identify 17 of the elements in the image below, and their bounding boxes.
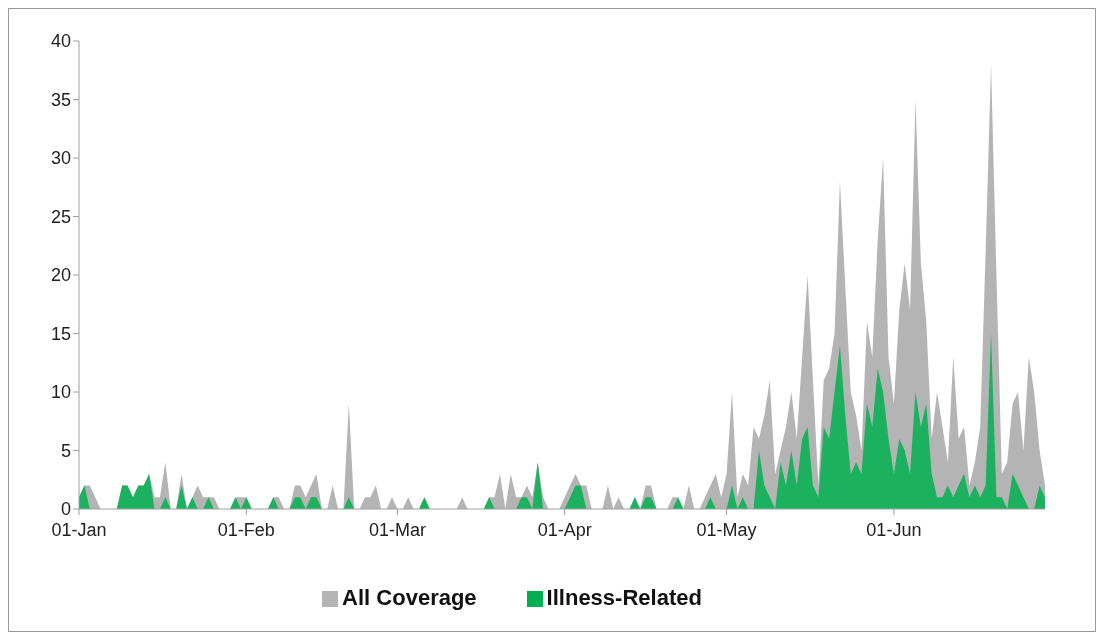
- y-tick-label: 15: [50, 323, 71, 344]
- x-tick-label: 01-Jan: [51, 519, 107, 540]
- y-tick-label: 10: [50, 382, 71, 403]
- y-tick-label: 5: [60, 440, 71, 461]
- x-tick-label: 01-Jun: [866, 519, 922, 540]
- y-tick-label: 25: [50, 206, 71, 227]
- x-tick-label: 01-Apr: [537, 519, 592, 540]
- y-tick-label: 30: [50, 148, 71, 169]
- legend-label: Illness-Related: [546, 585, 702, 610]
- y-tick-label: 40: [50, 31, 71, 52]
- x-tick-label: 01-May: [696, 519, 757, 540]
- y-tick-label: 20: [50, 265, 71, 286]
- legend-label: All Coverage: [342, 585, 477, 610]
- y-tick-label: 0: [60, 499, 71, 520]
- x-tick-label: 01-Mar: [368, 519, 426, 540]
- y-tick-label: 35: [50, 89, 71, 110]
- x-tick-label: 01-Feb: [217, 519, 275, 540]
